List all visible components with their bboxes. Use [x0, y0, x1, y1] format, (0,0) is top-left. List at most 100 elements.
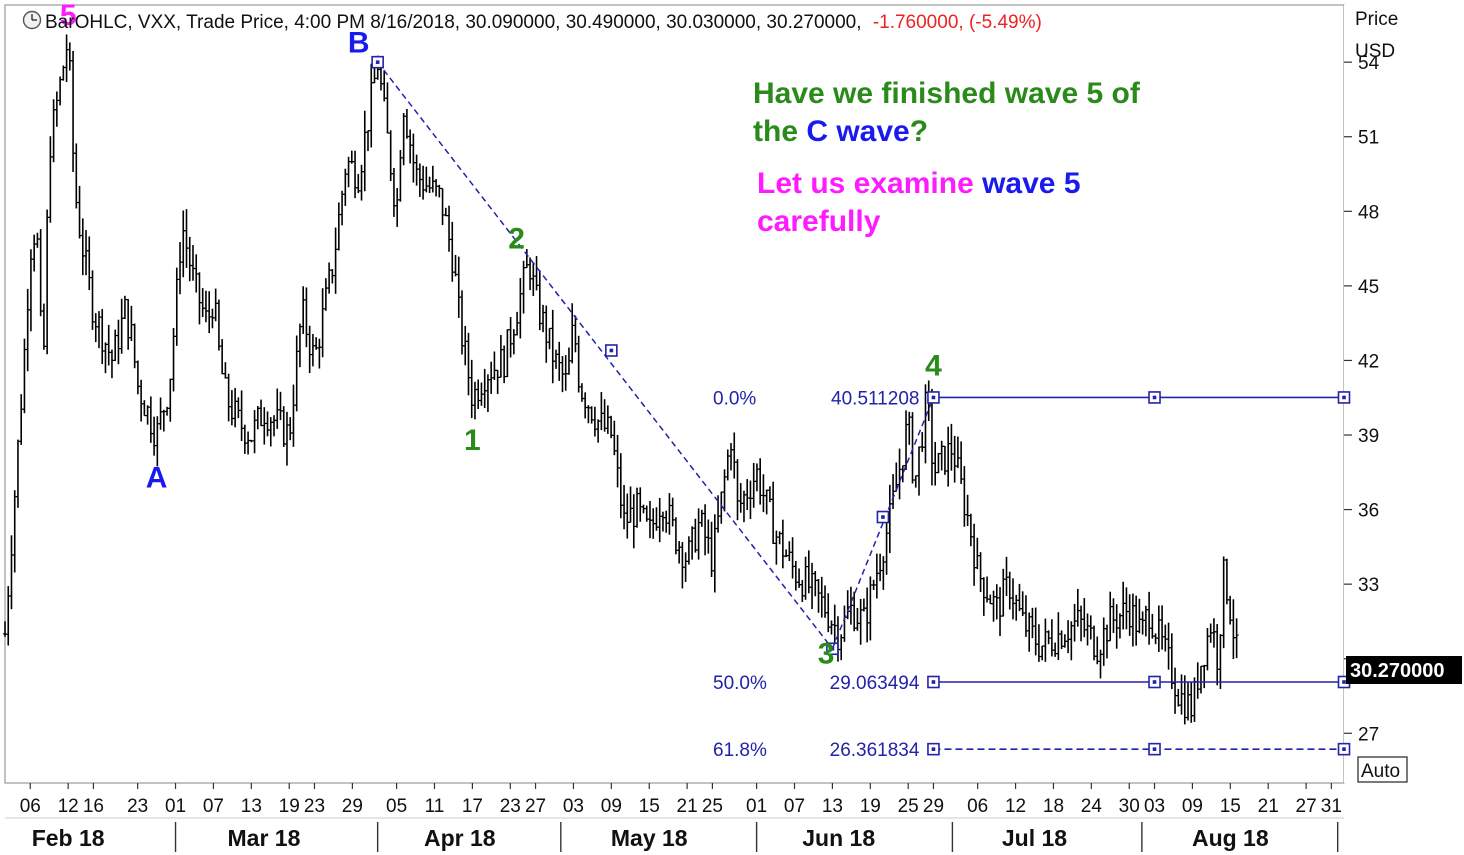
trendline-handle-mid[interactable]	[605, 344, 618, 357]
x-tick-label: 13	[822, 796, 843, 817]
y-tick-label: 54	[1358, 53, 1380, 74]
x-tick-label: 25	[702, 796, 723, 817]
plot-frame	[4, 4, 1345, 784]
fib-percent-label: 61.8%	[713, 740, 767, 761]
x-tick-label: 12	[1005, 796, 1026, 817]
y-tick-label: 39	[1358, 426, 1379, 447]
wave-label: A	[146, 461, 168, 494]
y-tick-label: 48	[1358, 202, 1379, 223]
annotation-examine: Let us examine wave 5 carefully	[757, 167, 1081, 238]
last-price-marker: 30.270000	[1346, 656, 1462, 684]
question-c-wave: C wave	[806, 115, 909, 148]
ohlc-bar	[1234, 618, 1239, 659]
fib-percent-label: 0.0%	[713, 388, 756, 409]
fib-handle-mid[interactable]	[1148, 742, 1161, 756]
x-tick-label: 19	[279, 796, 300, 817]
fib-handle-mid[interactable]	[1148, 391, 1161, 404]
fib-handle-end[interactable]	[1337, 742, 1351, 756]
fib-value-label: 29.063494	[830, 673, 920, 694]
wave-label: B	[348, 26, 370, 59]
wave-label: 1	[464, 424, 481, 457]
month-axis: Feb 18 Mar 18 Apr 18 May 18 Jun 18 Jul 18 Aug …	[32, 822, 1339, 852]
auto-button-label[interactable]: Auto	[1361, 761, 1400, 782]
question-line-2: the C wave?	[753, 115, 928, 148]
examine-wave-5: wave 5	[981, 167, 1080, 200]
x-tick-label: 17	[462, 796, 483, 817]
x-tick-label: 05	[386, 796, 407, 817]
fib-level[interactable]: 0.0% 40.511208	[713, 388, 1351, 409]
clock-icon[interactable]	[22, 10, 42, 30]
x-tick-label: 12	[58, 796, 79, 817]
fib-handle-end[interactable]	[1337, 391, 1351, 404]
x-tick-label: 30	[1119, 796, 1140, 817]
x-tick-label: 13	[241, 796, 262, 817]
examine-line-1: Let us examine wave 5	[757, 167, 1081, 200]
bc-trendline[interactable]	[377, 61, 833, 650]
month-label: Aug 18	[1192, 825, 1269, 851]
wave-label: 2	[508, 223, 525, 256]
question-line-1: Have we finished wave 5 of	[753, 77, 1141, 110]
y-tick-label: 42	[1358, 351, 1379, 372]
auto-scale-button[interactable]: Auto	[1357, 756, 1408, 783]
x-tick-label: 23	[304, 796, 325, 817]
x-tick-label: 27	[1296, 796, 1317, 817]
header-prefix: BarOHLC, VXX, Trade Price, 4:00 PM 8/16/…	[45, 12, 862, 33]
wave4-leg-handle-mid[interactable]	[876, 510, 890, 524]
wave-label: 4	[925, 349, 942, 382]
date-axis: 06 12 16 23 01 07 13 19 23 29 05 11 17 23 27 03 09 15 21 25…	[20, 783, 1342, 817]
x-tick-label: 07	[203, 796, 224, 817]
x-tick-label: 03	[563, 796, 584, 817]
x-tick-label: 29	[923, 796, 944, 817]
price-axis-title: Price	[1355, 9, 1398, 30]
x-tick-label: 21	[1258, 796, 1279, 817]
fib-value-label: 26.361834	[830, 740, 920, 761]
month-label: May 18	[611, 825, 688, 851]
question-mark: ?	[910, 115, 928, 148]
x-tick-label: 21	[677, 796, 698, 817]
fib-level[interactable]: 61.8% 26.361834	[713, 740, 1351, 761]
examine-line-1-a: Let us examine	[757, 167, 982, 200]
fib-handle-start[interactable]	[927, 391, 940, 404]
fib-value-label: 40.511208	[831, 388, 919, 409]
month-label: Feb 18	[32, 825, 105, 851]
x-tick-label: 07	[784, 796, 805, 817]
x-tick-label: 29	[342, 796, 363, 817]
x-tick-label: 01	[746, 796, 767, 817]
x-tick-label: 27	[525, 796, 546, 817]
trendline-handle-start[interactable]	[371, 55, 384, 69]
fibonacci-levels: 0.0% 40.511208 50.0% 29.063494 61.8% 26.36183…	[713, 388, 1351, 761]
x-tick-label: 18	[1043, 796, 1064, 817]
question-line-2-a: the	[753, 115, 806, 148]
x-tick-label: 24	[1081, 796, 1103, 817]
annotation-question: Have we finished wave 5 of the C wave?	[753, 77, 1141, 148]
x-tick-label: 15	[1220, 796, 1241, 817]
wave-label: 3	[818, 638, 835, 671]
examine-line-2: carefully	[757, 205, 881, 238]
price-axis: 27 33 36 39 42 45 48 51 54	[1344, 53, 1380, 745]
fib-level[interactable]: 50.0% 29.063494	[713, 673, 1351, 694]
x-tick-label: 11	[425, 796, 445, 817]
x-tick-label: 03	[1144, 796, 1165, 817]
x-tick-label: 19	[860, 796, 881, 817]
header-change: -1.760000, (-5.49%)	[873, 12, 1042, 33]
fib-handle-mid[interactable]	[1148, 675, 1161, 689]
x-tick-label: 23	[127, 796, 148, 817]
y-tick-label: 27	[1358, 724, 1379, 745]
x-tick-label: 15	[639, 796, 660, 817]
currency-label: USD	[1355, 41, 1395, 62]
x-tick-label: 31	[1321, 796, 1342, 817]
x-tick-label: 06	[20, 796, 41, 817]
month-label: Jul 18	[1002, 825, 1067, 851]
last-price-value: 30.270000	[1350, 660, 1445, 682]
wave-overlays	[371, 55, 935, 656]
header-text: BarOHLC, VXX, Trade Price, 4:00 PM 8/16/…	[45, 12, 1042, 33]
x-tick-label: 01	[165, 796, 186, 817]
month-label: Jun 18	[802, 825, 875, 851]
fib-handle-start[interactable]	[927, 742, 940, 756]
y-tick-label: 51	[1358, 128, 1379, 149]
fib-handle-start[interactable]	[927, 675, 940, 689]
y-tick-label: 36	[1358, 501, 1379, 522]
x-tick-label: 09	[601, 796, 622, 817]
wave-labels: 5 A B 1 2 3 4	[60, 0, 942, 671]
